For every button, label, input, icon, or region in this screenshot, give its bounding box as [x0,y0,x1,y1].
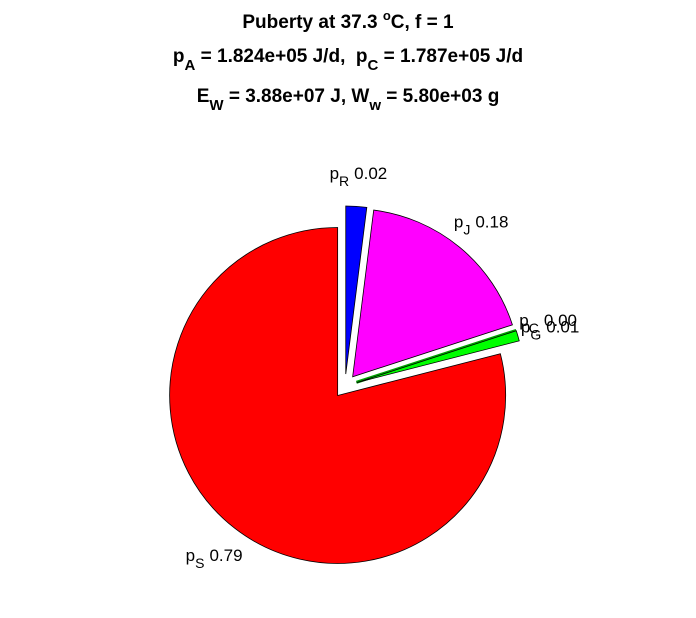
title-sub: w [368,97,381,114]
title-part: = 3.88e+07 J, W [224,86,370,107]
pie-slice [169,227,507,564]
label-subscript: C [529,320,539,336]
title-part: = 1.787e+05 J/d [378,46,523,67]
label-value: 0.00 [544,311,577,330]
label-symbol: p [519,311,528,330]
title-sub: W [209,97,224,114]
title-part: C, f = 1 [391,12,454,33]
title-sup: o [383,8,391,23]
label-subscript: R [339,173,349,189]
title-sub: C [368,57,379,74]
slice-label: pG 0.01 [521,317,579,342]
slice-label: pJ 0.18 [454,212,509,237]
title-line: EW = 3.88e+07 J, Ww = 5.80e+03 g [197,86,500,114]
label-value: 0.79 [209,546,242,565]
title-sub: A [185,57,196,74]
label-value: 0.01 [546,317,579,336]
title-part: Puberty at 37.3 [242,12,382,33]
title-part: = 5.80e+03 g [381,86,499,107]
title-part: E [197,86,210,107]
label-symbol: p [330,164,339,183]
label-subscript: G [530,326,541,342]
slice-label: pC 0.00 [519,311,577,336]
title-part: = 1.824e+05 J/d, p [195,46,367,67]
slice-label: pR 0.02 [330,164,388,189]
pie [169,205,520,564]
label-subscript: S [195,555,204,571]
title-part: p [173,46,185,67]
pie-slice [345,205,368,375]
label-value: 0.18 [475,212,508,231]
pie-slice [352,209,513,378]
label-subscript: J [463,221,470,237]
label-value: 0.02 [354,164,387,183]
label-symbol: p [454,212,463,231]
label-symbol: p [521,317,530,336]
title-line: Puberty at 37.3 oC, f = 1 [242,8,454,33]
title-line: pA = 1.824e+05 J/d, pC = 1.787e+05 J/d [173,46,523,74]
label-symbol: p [186,546,195,565]
slice-label: pS 0.79 [186,546,243,571]
pie-slice [356,330,520,384]
